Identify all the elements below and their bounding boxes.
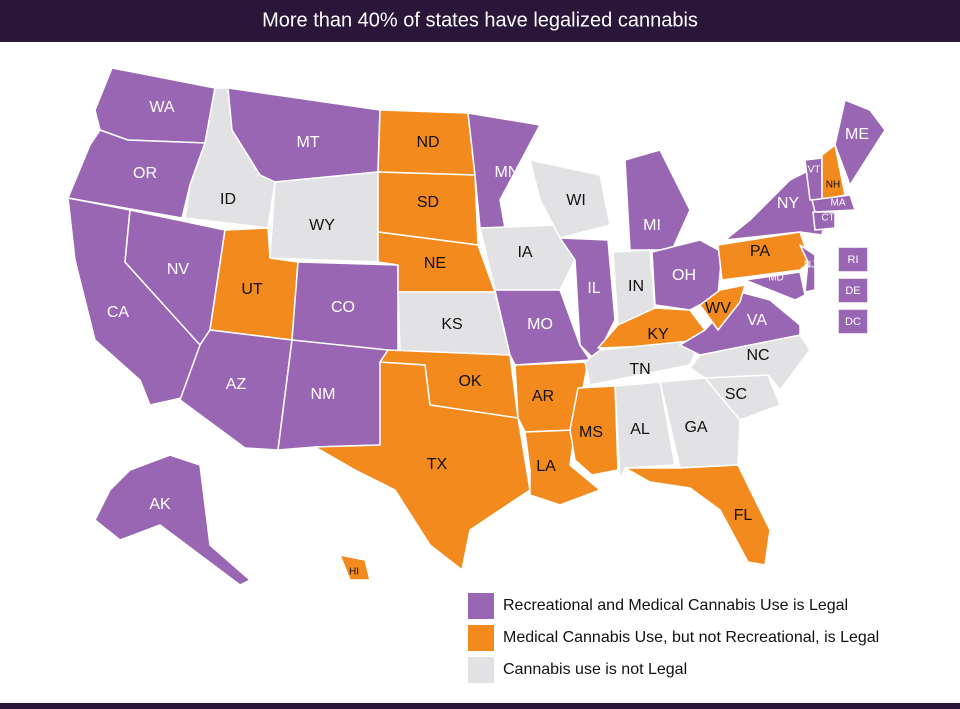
- state-label: NC: [746, 347, 769, 364]
- state-label: GA: [684, 419, 707, 436]
- state-label: TN: [629, 361, 650, 378]
- state-label: MS: [579, 424, 603, 441]
- state-label: ME: [845, 126, 869, 143]
- state-label: VA: [747, 312, 767, 329]
- state-label: AR: [532, 388, 554, 405]
- state-label: AK: [149, 496, 171, 513]
- legend-label: Cannabis use is not Legal: [503, 661, 687, 678]
- state-label: ID: [220, 191, 236, 208]
- state-label: NE: [424, 255, 446, 272]
- state-label: CO: [331, 299, 355, 316]
- state-label: FL: [734, 507, 753, 524]
- legend-label: Recreational and Medical Cannabis Use is…: [503, 597, 848, 614]
- state-label: WA: [149, 99, 175, 116]
- legend-swatch: [468, 593, 494, 619]
- state-label: MT: [296, 134, 319, 151]
- state-label: LA: [536, 458, 556, 475]
- state-label: NH: [826, 180, 840, 191]
- state-label: TX: [427, 456, 448, 473]
- state-label: IL: [587, 280, 600, 297]
- state-label: NJ: [804, 260, 816, 271]
- state-label: RI: [848, 254, 859, 266]
- state-label: OK: [458, 373, 481, 390]
- state-label: CA: [107, 304, 130, 321]
- state-shape: [837, 246, 869, 273]
- state-shape: [837, 308, 869, 335]
- state-label: CT: [821, 213, 834, 224]
- state-label: MN: [495, 164, 520, 181]
- state-shape: [339, 554, 371, 581]
- state-shape: [94, 454, 251, 586]
- state-label: AZ: [226, 376, 247, 393]
- state-shape: [624, 464, 771, 566]
- state-label: KS: [441, 316, 462, 333]
- state-label: OR: [133, 165, 157, 182]
- state-shape: [699, 284, 746, 331]
- state-label: NM: [311, 386, 336, 403]
- state-label: MI: [643, 217, 661, 234]
- state-label: KY: [647, 326, 669, 343]
- state-shape: [837, 277, 869, 304]
- state-shape: [67, 129, 206, 219]
- state-shape: [314, 361, 531, 571]
- state-label: AL: [630, 421, 650, 438]
- state-label: IA: [517, 244, 532, 261]
- legend: Recreational and Medical Cannabis Use is…: [468, 593, 879, 683]
- state-label: UT: [241, 281, 263, 298]
- state-label: DE: [845, 285, 860, 297]
- state-shape: [679, 291, 801, 356]
- state-shape: [811, 194, 856, 213]
- state-shape: [624, 149, 691, 251]
- state-label: PA: [750, 243, 770, 260]
- state-label: SD: [417, 194, 439, 211]
- state-label: MO: [527, 316, 553, 333]
- state-shape: [812, 211, 836, 231]
- state-label: MA: [831, 198, 846, 209]
- state-label: IN: [628, 278, 644, 295]
- state-label: SC: [725, 386, 747, 403]
- state-label: DC: [845, 316, 861, 328]
- state-label: WI: [566, 192, 586, 209]
- state-label: OH: [672, 267, 696, 284]
- state-label: WV: [705, 300, 731, 317]
- state-shape: [479, 224, 576, 291]
- state-shape: [799, 244, 816, 293]
- state-label: NV: [167, 261, 190, 278]
- state-shape: [834, 99, 886, 186]
- legend-label: Medical Cannabis Use, but not Recreation…: [503, 629, 879, 646]
- state-shape: [744, 271, 806, 301]
- state-label: MD: [768, 273, 784, 284]
- state-label: ND: [416, 134, 439, 151]
- legend-swatch: [468, 625, 494, 651]
- state-shape: [659, 377, 741, 469]
- states: WA OR CA NV ID MT WY UT AZ CO NM ND SD NE KS OK TX MN IA MO…: [67, 67, 886, 586]
- state-shape: [529, 159, 611, 239]
- state-label: NY: [777, 195, 800, 212]
- title: More than 40% of states have legalized c…: [262, 9, 698, 31]
- state-shape: [614, 381, 676, 481]
- bottom-bar: [0, 703, 960, 709]
- legend-swatch: [468, 657, 494, 683]
- state-label: VT: [808, 165, 821, 176]
- state-label: WY: [309, 217, 335, 234]
- title-bar: [0, 0, 960, 42]
- state-label: HI: [349, 567, 359, 578]
